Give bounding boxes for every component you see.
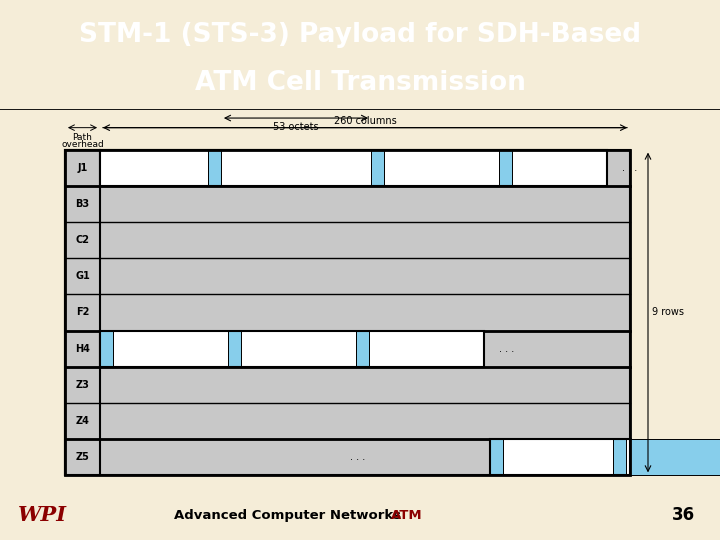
- Bar: [356, 330, 369, 367]
- Text: J1: J1: [77, 163, 88, 173]
- Bar: [208, 150, 221, 186]
- Text: 260 columns: 260 columns: [333, 116, 397, 126]
- Bar: [113, 330, 228, 367]
- Bar: [100, 330, 113, 367]
- Text: C2: C2: [76, 235, 89, 245]
- Bar: [626, 439, 630, 475]
- Text: STM-1 (STS-3) Payload for SDH-Based: STM-1 (STS-3) Payload for SDH-Based: [79, 22, 641, 48]
- Bar: [65, 150, 100, 475]
- Text: H4: H4: [75, 343, 90, 354]
- Text: 53 octets: 53 octets: [273, 122, 319, 132]
- Bar: [100, 330, 484, 367]
- Text: Z3: Z3: [76, 380, 89, 390]
- Text: . . .: . . .: [350, 452, 365, 462]
- Bar: [490, 439, 630, 475]
- Text: . . .: . . .: [622, 163, 637, 173]
- Bar: [369, 330, 484, 367]
- Text: Advanced Computer Networks: Advanced Computer Networks: [174, 509, 402, 522]
- Text: ATM Cell Transmission: ATM Cell Transmission: [194, 70, 526, 96]
- Bar: [499, 150, 512, 186]
- Bar: [371, 150, 384, 186]
- Bar: [65, 150, 630, 475]
- Bar: [512, 150, 607, 186]
- Bar: [503, 439, 613, 475]
- Bar: [228, 330, 241, 367]
- Text: G1: G1: [75, 271, 90, 281]
- Bar: [241, 330, 356, 367]
- Text: B3: B3: [76, 199, 89, 209]
- Text: F2: F2: [76, 307, 89, 318]
- Text: Z5: Z5: [76, 452, 89, 462]
- Text: . . .: . . .: [499, 343, 514, 354]
- Text: WPI: WPI: [18, 505, 67, 525]
- Bar: [65, 150, 630, 475]
- Bar: [630, 439, 720, 475]
- Bar: [100, 150, 607, 186]
- Bar: [613, 439, 626, 475]
- Bar: [100, 150, 208, 186]
- Text: Z4: Z4: [76, 416, 89, 426]
- Bar: [221, 150, 371, 186]
- Text: Path: Path: [73, 133, 92, 141]
- Bar: [384, 150, 499, 186]
- Text: overhead: overhead: [61, 140, 104, 149]
- Text: 36: 36: [672, 506, 695, 524]
- Text: ATM: ATM: [391, 509, 423, 522]
- Bar: [490, 439, 503, 475]
- Text: 9 rows: 9 rows: [652, 307, 684, 318]
